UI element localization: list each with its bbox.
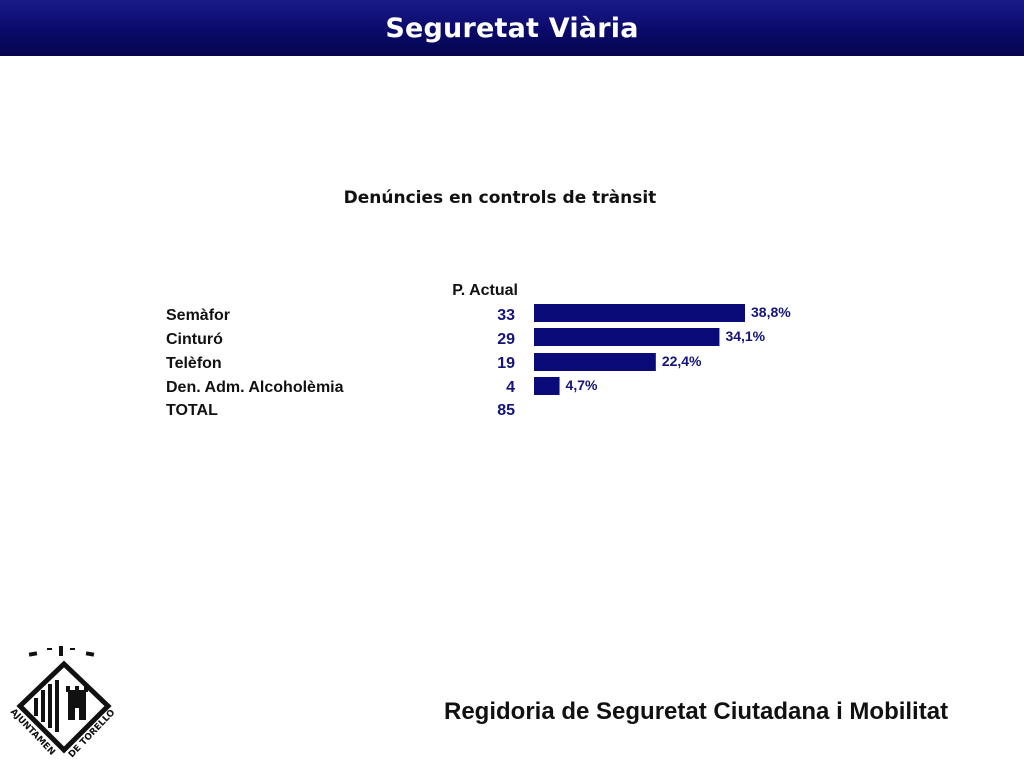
town-logo-icon: AJUNTAMENT DE TORELLÓ	[4, 646, 118, 760]
header-bar: Seguretat Viària	[0, 0, 1024, 56]
value-telefon: 19	[497, 355, 515, 372]
category-label-cinturo: Cinturó	[166, 331, 223, 348]
total-label: TOTAL	[166, 402, 218, 419]
bar-alcoholemia	[534, 377, 560, 395]
page-title: Seguretat Viària	[385, 12, 639, 44]
value-total: 85	[497, 402, 515, 419]
bar-telefon	[534, 353, 656, 371]
bar-cinturo	[534, 328, 720, 346]
value-alcoholemia: 4	[506, 379, 515, 396]
category-label-alcoholemia: Den. Adm. Alcoholèmia	[166, 379, 344, 396]
value-semafor: 33	[497, 307, 515, 324]
data-label-semafor: 38,8%	[751, 304, 791, 320]
data-label-telefon: 22,4%	[662, 353, 702, 369]
data-label-alcoholemia: 4,7%	[566, 377, 598, 393]
footer-department: Regidoria de Seguretat Ciutadana i Mobil…	[444, 698, 949, 725]
data-label-cinturo: 34,1%	[725, 328, 765, 344]
column-header: P. Actual	[452, 282, 518, 299]
bar-semafor	[534, 304, 745, 322]
chart-title: Denúncies en controls de trànsit	[343, 188, 657, 208]
category-label-semafor: Semàfor	[166, 307, 231, 324]
category-label-telefon: Telèfon	[166, 355, 222, 372]
value-cinturo: 29	[497, 331, 515, 348]
